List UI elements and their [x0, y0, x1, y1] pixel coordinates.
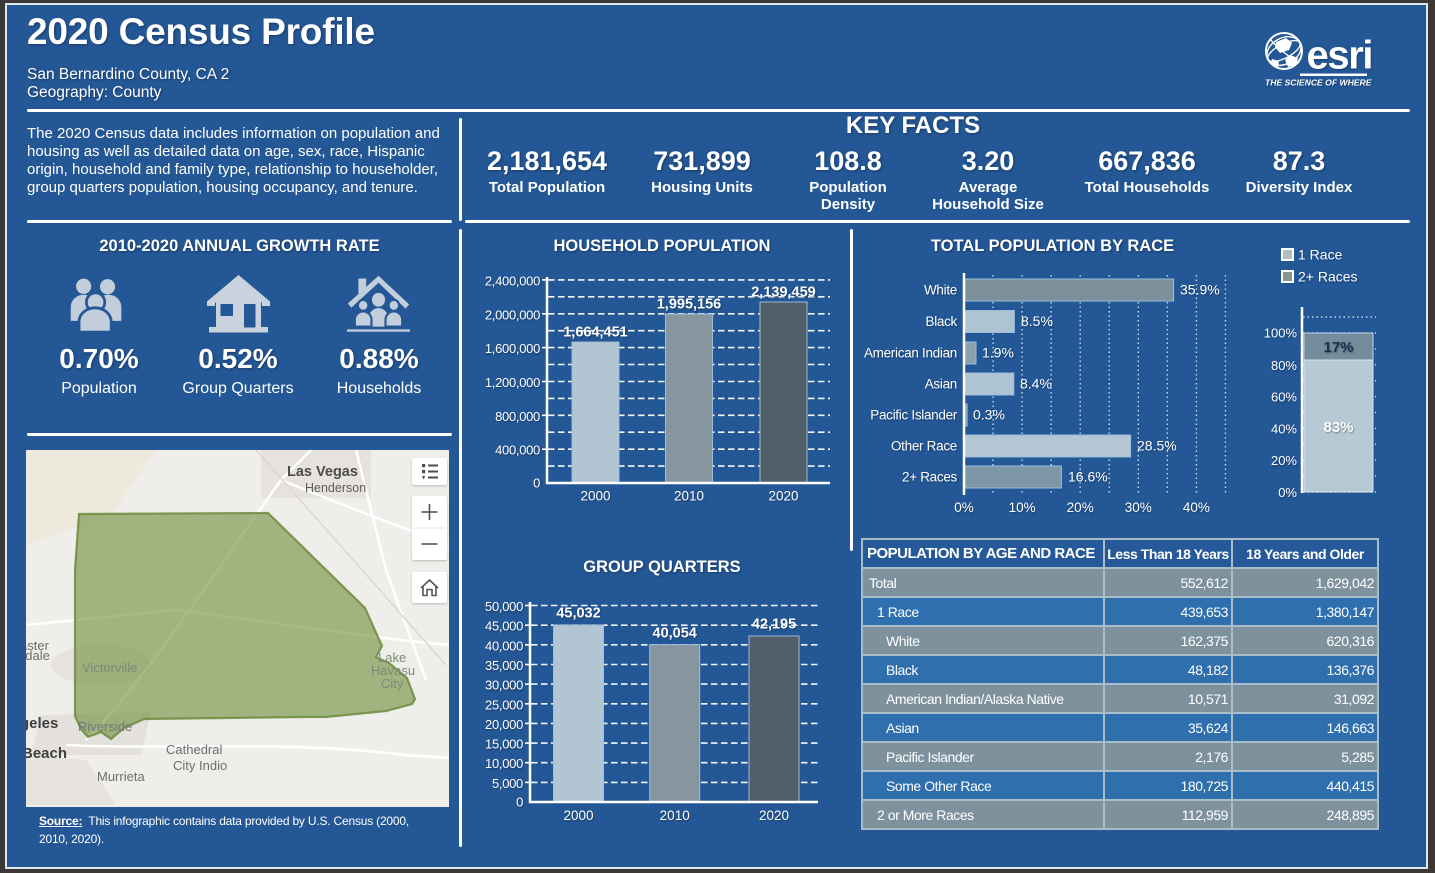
svg-text:City: City [381, 676, 404, 691]
svg-text:2010: 2010 [660, 808, 690, 823]
svg-text:White: White [924, 283, 957, 298]
svg-text:15,000: 15,000 [485, 737, 523, 752]
svg-text:1,664,451: 1,664,451 [563, 325, 628, 341]
svg-text:40%: 40% [1183, 500, 1210, 515]
svg-text:City Indio: City Indio [173, 758, 227, 773]
svg-text:42,195: 42,195 [752, 617, 796, 633]
svg-text:geles: geles [26, 715, 58, 732]
svg-text:30%: 30% [1125, 500, 1152, 515]
svg-text:8.4%: 8.4% [1020, 376, 1052, 392]
svg-text:40,054: 40,054 [653, 626, 697, 642]
svg-text:Las Vegas: Las Vegas [287, 464, 358, 480]
svg-text:50,000: 50,000 [485, 599, 523, 614]
svg-text:Black: Black [925, 314, 957, 329]
svg-text:35,000: 35,000 [485, 658, 523, 673]
svg-text:2020: 2020 [759, 808, 789, 823]
svg-text:0.3%: 0.3% [973, 407, 1005, 423]
svg-text:Other Race: Other Race [891, 439, 957, 454]
svg-text:THE SCIENCE OF WHERE: THE SCIENCE OF WHERE [1265, 78, 1372, 88]
svg-text:Havasu: Havasu [371, 663, 415, 678]
svg-text:20%: 20% [1067, 500, 1094, 515]
svg-text:10%: 10% [1009, 500, 1036, 515]
svg-text:1.9%: 1.9% [982, 345, 1014, 361]
svg-text:0: 0 [516, 795, 523, 810]
svg-text:esri: esri [1307, 34, 1373, 78]
svg-text:30,000: 30,000 [485, 678, 523, 693]
svg-text:60%: 60% [1271, 390, 1297, 405]
svg-text:80%: 80% [1271, 358, 1297, 373]
svg-text:Asian: Asian [925, 377, 957, 392]
svg-text:aster: aster [26, 638, 50, 653]
svg-text:Henderson: Henderson [305, 481, 366, 495]
svg-text:400,000: 400,000 [495, 443, 540, 458]
svg-text:800,000: 800,000 [495, 409, 540, 424]
svg-text:10,000: 10,000 [485, 756, 523, 771]
svg-text:2,000,000: 2,000,000 [485, 307, 540, 322]
svg-text:8.5%: 8.5% [1021, 313, 1053, 329]
svg-text:Murrieta: Murrieta [97, 769, 145, 784]
svg-text:1 Race: 1 Race [1298, 247, 1343, 263]
svg-text:Lake: Lake [378, 650, 406, 665]
svg-text:ndale: ndale [26, 648, 50, 663]
svg-text:40,000: 40,000 [485, 638, 523, 653]
svg-text:0%: 0% [1278, 485, 1297, 500]
svg-text:1,995,156: 1,995,156 [657, 297, 722, 313]
svg-text:83%: 83% [1323, 419, 1353, 436]
svg-text:28.5%: 28.5% [1137, 438, 1177, 454]
svg-text:35.9%: 35.9% [1180, 282, 1220, 298]
svg-text:2020: 2020 [768, 489, 798, 504]
svg-text:1,600,000: 1,600,000 [485, 341, 540, 356]
svg-text:2000: 2000 [563, 808, 593, 823]
svg-text:0: 0 [533, 476, 540, 491]
svg-text:2000: 2000 [580, 489, 610, 504]
svg-text:2+ Races: 2+ Races [1298, 269, 1358, 285]
svg-text:2+ Races: 2+ Races [902, 470, 958, 485]
svg-text:16.6%: 16.6% [1068, 469, 1108, 485]
svg-text:100%: 100% [1264, 326, 1298, 341]
svg-text:Riverside: Riverside [78, 719, 132, 734]
svg-text:2010: 2010 [674, 489, 704, 504]
svg-text:0%: 0% [954, 500, 974, 515]
svg-text:17%: 17% [1323, 339, 1353, 356]
svg-text:20%: 20% [1271, 453, 1297, 468]
svg-text:20,000: 20,000 [485, 717, 523, 732]
svg-text:Beach: Beach [26, 745, 67, 762]
svg-text:2,400,000: 2,400,000 [485, 273, 540, 288]
svg-text:5,000: 5,000 [492, 776, 523, 791]
svg-text:1,200,000: 1,200,000 [485, 375, 540, 390]
svg-text:45,032: 45,032 [556, 606, 600, 622]
svg-text:2,139,459: 2,139,459 [751, 285, 816, 301]
svg-text:American Indian: American Indian [864, 346, 957, 361]
svg-text:40%: 40% [1271, 421, 1297, 436]
svg-text:Victorville: Victorville [82, 660, 137, 675]
svg-text:Cathedral: Cathedral [166, 742, 222, 757]
svg-text:25,000: 25,000 [485, 697, 523, 712]
svg-text:45,000: 45,000 [485, 619, 523, 634]
svg-text:Pacific Islander: Pacific Islander [870, 408, 958, 423]
